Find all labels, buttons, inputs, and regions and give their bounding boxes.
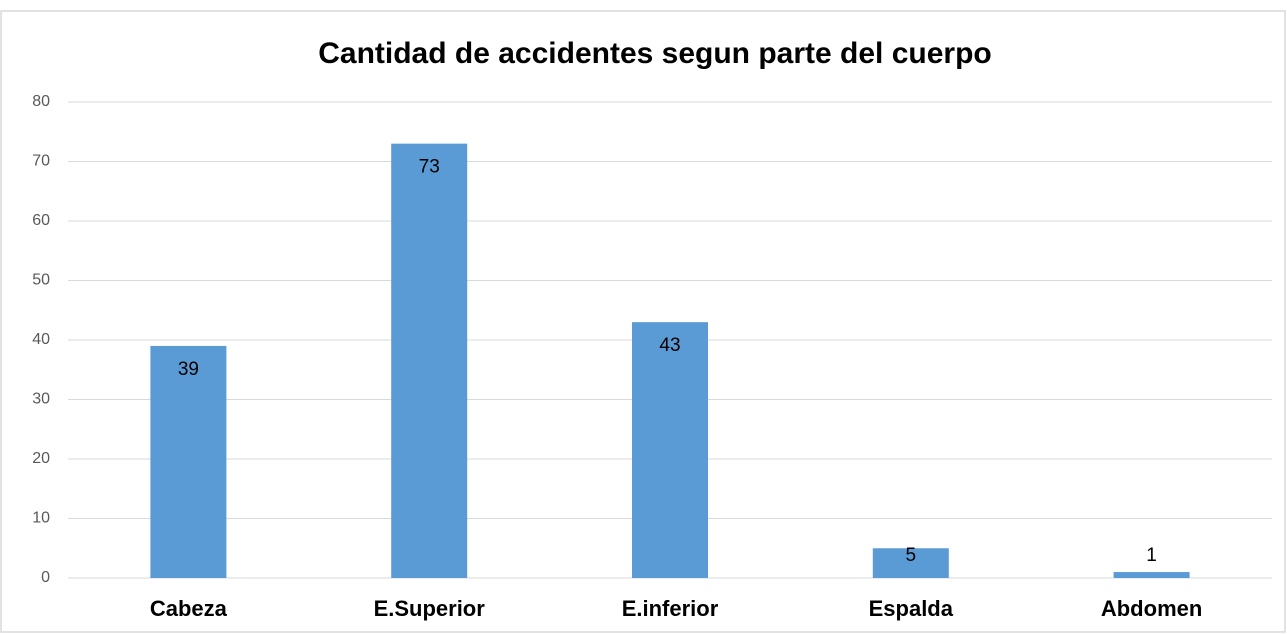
y-tick-label: 20 (32, 450, 50, 467)
x-tick-label: E.Superior (374, 596, 486, 621)
chart-title: Cantidad de accidentes segun parte del c… (318, 37, 992, 70)
bar (1113, 572, 1190, 578)
y-tick-label: 70 (32, 153, 50, 170)
x-tick-label: Espalda (869, 596, 954, 621)
y-tick-label: 60 (32, 212, 50, 229)
y-tick-label: 30 (32, 391, 50, 408)
bar (872, 548, 949, 578)
data-label: 1 (1146, 545, 1157, 566)
data-label: 43 (659, 335, 680, 356)
y-tick-label: 40 (32, 331, 50, 348)
x-tick-label: E.inferior (622, 596, 719, 621)
y-tick-label: 80 (32, 93, 50, 110)
y-tick-label: 0 (41, 569, 50, 586)
bar (632, 322, 708, 578)
x-tick-label: Cabeza (150, 596, 228, 621)
data-label: 5 (906, 545, 917, 566)
y-tick-label: 50 (32, 272, 50, 289)
x-tick-label: Abdomen (1101, 596, 1202, 621)
data-label: 39 (178, 359, 199, 380)
bar (150, 345, 227, 578)
y-tick-label: 10 (32, 510, 50, 527)
data-label: 73 (419, 157, 440, 178)
bar (391, 143, 468, 578)
